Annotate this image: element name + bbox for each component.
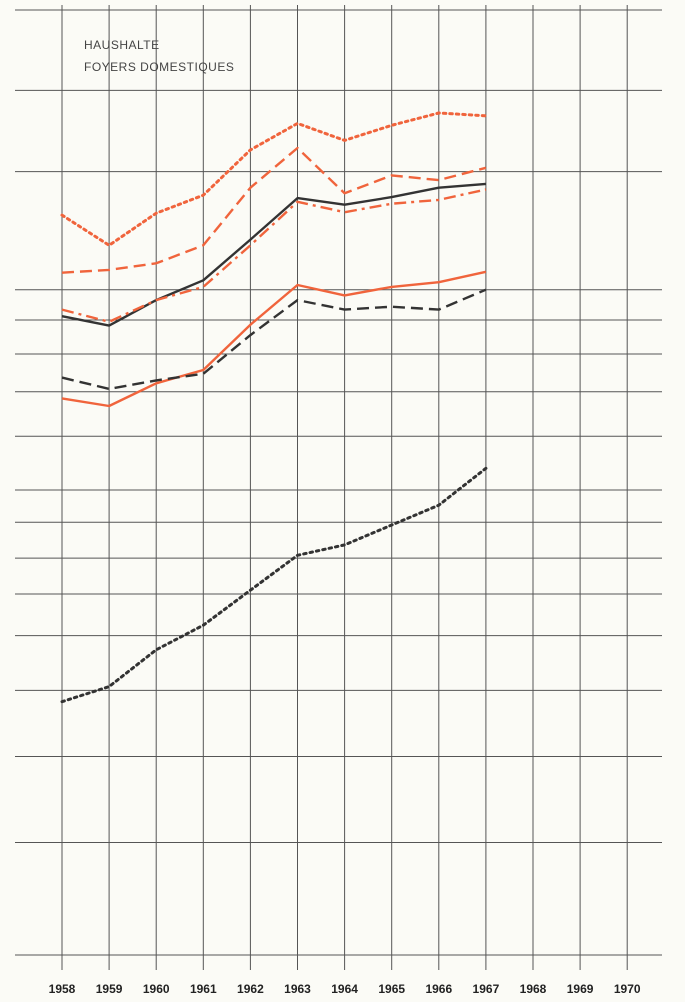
- x-tick-label: 1966: [425, 982, 452, 996]
- x-tick-label: 1962: [237, 982, 264, 996]
- x-tick-label: 1969: [567, 982, 594, 996]
- x-tick-label: 1968: [520, 982, 547, 996]
- x-tick-label: 1961: [190, 982, 217, 996]
- data-line: [61, 182, 486, 327]
- x-tick-label: 1964: [331, 982, 358, 996]
- data-line: [61, 288, 487, 391]
- x-tick-label: 1965: [378, 982, 405, 996]
- x-tick-label: 1970: [614, 982, 641, 996]
- chart-title: HAUSHALTE: [84, 38, 160, 52]
- x-tick-label: 1963: [284, 982, 311, 996]
- x-tick-label: 1960: [143, 982, 170, 996]
- chart-subtitle: FOYERS DOMESTIQUES: [84, 60, 234, 74]
- data-line: [61, 188, 487, 323]
- data-line: [61, 146, 487, 274]
- data-line: [61, 270, 487, 408]
- x-tick-label: 1967: [473, 982, 500, 996]
- x-tick-label: 1959: [96, 982, 123, 996]
- data-line: [60, 466, 488, 704]
- x-tick-label: 1958: [49, 982, 76, 996]
- data-line: [60, 111, 488, 247]
